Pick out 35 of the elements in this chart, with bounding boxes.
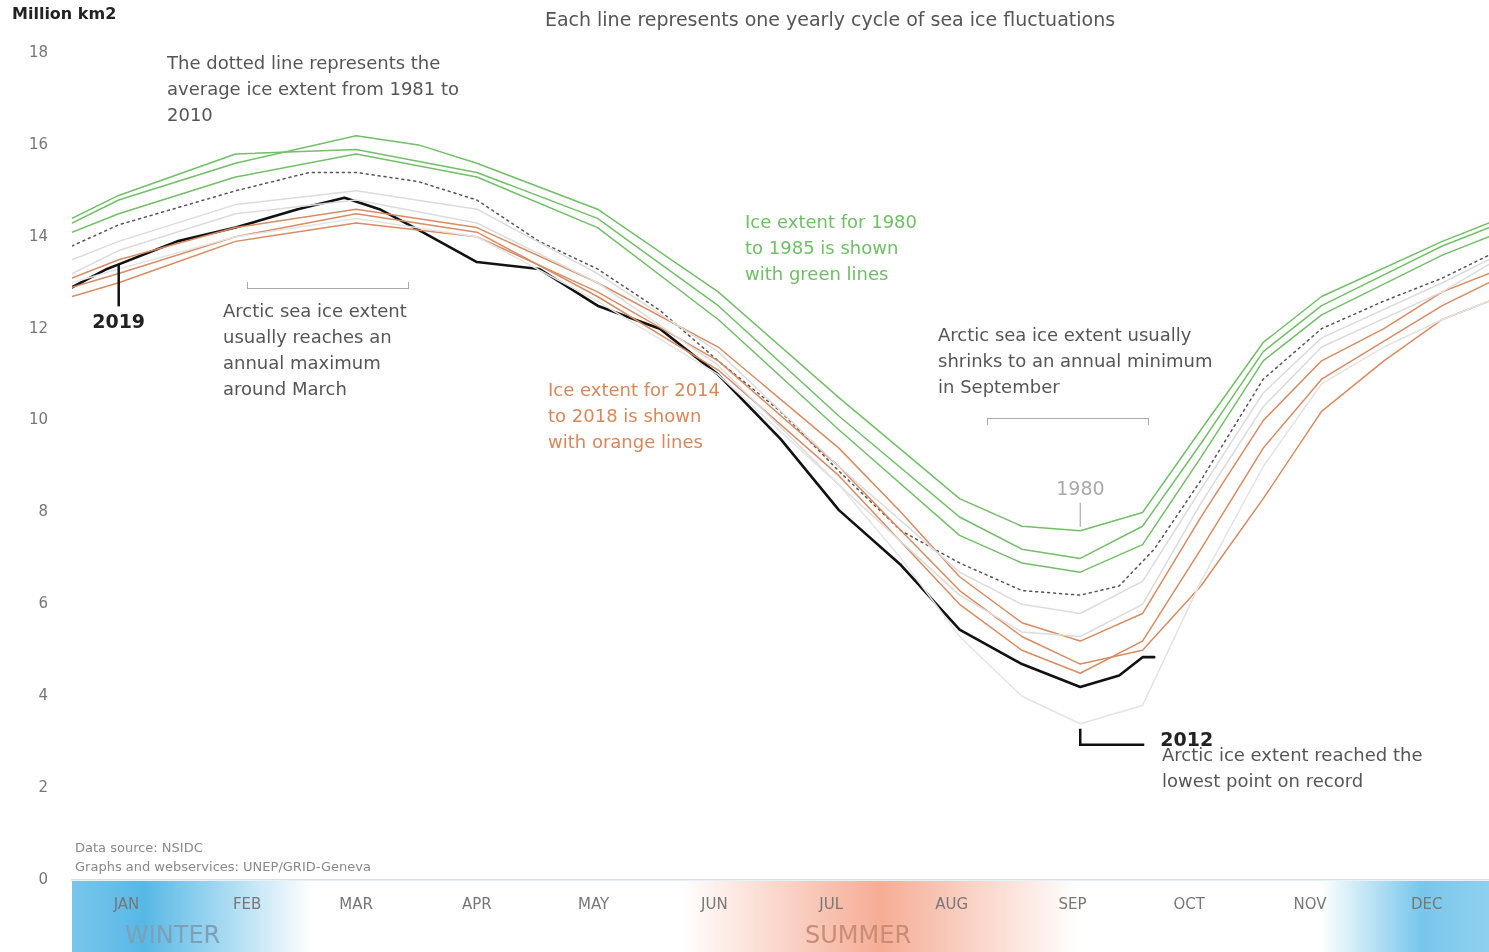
y-axis-title: Million km2 [12,4,117,23]
annotation: Arctic sea ice extent usually reaches an annual maximum around March [223,299,408,401]
annotation: 2019 [92,309,146,335]
y-tick-label: 12 [28,318,48,337]
x-tick-label: APR [461,894,492,913]
x-tick-label: MAY [578,894,611,913]
y-tick-label: 8 [38,502,48,521]
annotation: 1980 [1056,475,1105,501]
annotation: Ice extent for 1980 to 1985 is shown with green lines [745,210,918,286]
x-tick-label: FEB [232,894,262,913]
annotation: Graphs and webservices: UNEP/GRID-Geneva [75,858,372,876]
y-tick-label: 0 [38,869,48,888]
x-tick-label: JUN [700,894,728,913]
chart-title: Each line represents one yearly cycle of sea ice fluctuations [543,8,1117,30]
x-tick-label: OCT [1173,894,1206,913]
y-tick-label: 10 [28,410,48,429]
x-tick-label: DEC [1410,894,1443,913]
annotation: Arctic sea ice extent usually shrinks to an annual minimum in September [938,323,1214,399]
y-tick-label: 4 [38,686,48,705]
y-tick-label: 16 [28,134,48,153]
text: SUMMER [805,920,913,950]
annotation: Ice extent for 2014 to 2018 is shown with orange lines [548,378,721,454]
annotation: Data source: NSIDC [75,839,204,857]
y-tick-label: 2 [38,778,48,796]
x-tick-label: JAN [112,894,140,913]
text: WINTER [125,920,222,950]
x-tick-label: JUL [818,894,844,913]
x-tick-label: NOV [1293,894,1328,913]
x-tick-label: AUG [935,894,969,913]
y-tick-label: 6 [38,594,48,613]
x-tick-label: MAR [339,894,373,913]
annotation: The dotted line represents the average ice extent from 1981 to 2010 [167,51,461,127]
y-tick-label: 14 [28,226,48,245]
x-tick-label: SEP [1058,894,1087,913]
y-tick-label: 18 [28,42,48,61]
